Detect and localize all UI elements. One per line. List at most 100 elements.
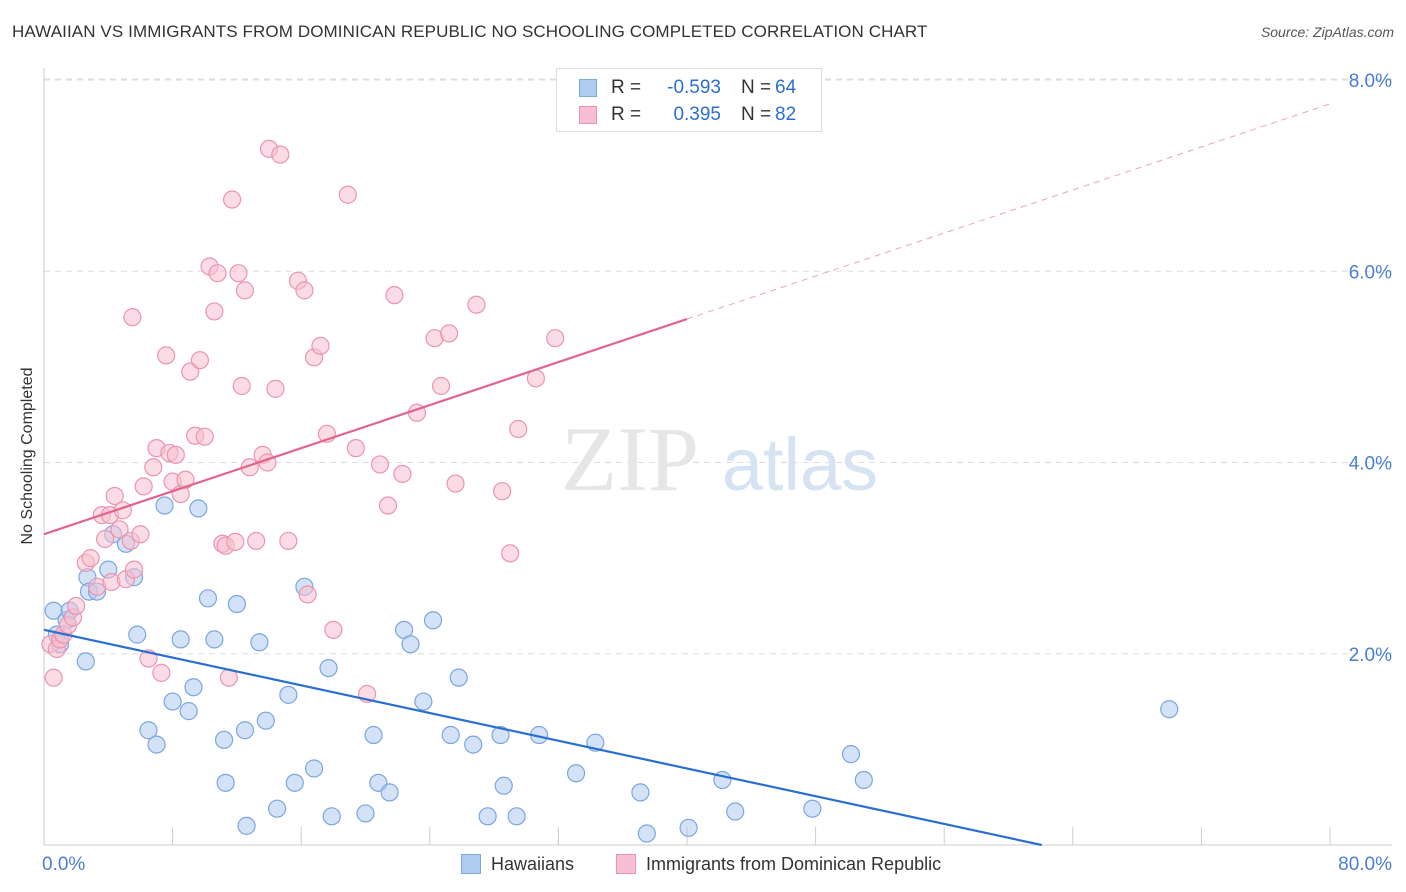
dominican-point-65 [370, 455, 390, 474]
dominican-point-59 [311, 336, 330, 355]
y-tick-label-2: 6.0% [1349, 262, 1392, 283]
dominican-point-49 [247, 531, 266, 551]
hawaiians-point-25 [216, 773, 235, 792]
legend-swatch-dominican [616, 854, 636, 874]
hawaiians-point-37 [322, 807, 341, 826]
hawaiians-point-50 [491, 725, 510, 745]
hawaiians-point-12 [128, 625, 147, 644]
dominican-point-53 [271, 145, 290, 164]
dominican-point-72 [439, 324, 459, 343]
hawaiians-point-41 [380, 783, 399, 802]
hawaiians-point-28 [237, 816, 256, 835]
dominican-point-45 [229, 264, 248, 283]
x-tick-label-0: 0.0% [42, 854, 85, 875]
hawaiians-point-18 [171, 630, 190, 649]
hawaiians-point-43 [401, 635, 420, 654]
hawaiians-point-45 [423, 611, 443, 630]
hawaiians-point-58 [679, 818, 698, 837]
hawaiians-point-36 [319, 658, 338, 678]
dominican-point-1 [44, 668, 63, 687]
y-tick-label-0: 2.0% [1349, 645, 1392, 666]
dominican-point-52 [266, 379, 285, 398]
dominican-trend-line [43, 318, 688, 536]
trend-lines [43, 103, 1331, 847]
dominican-point-73 [446, 474, 465, 493]
legend-swatch-blue [579, 79, 597, 97]
dominican-point-74 [467, 295, 486, 314]
dominican-point-26 [152, 663, 171, 682]
legend-label-hawaiians: Hawaiians [491, 853, 575, 874]
hawaiians-point-23 [205, 630, 224, 649]
dominican-point-9 [81, 549, 100, 568]
hawaiians-point-61 [803, 799, 822, 818]
hawaiians-point-52 [507, 807, 526, 826]
dominican-point-22 [134, 477, 153, 496]
legend-swatch-pink [579, 106, 597, 124]
dominican-point-21 [131, 525, 150, 544]
hawaiians-point-63 [854, 770, 873, 790]
legend-row-hawaiians: R = -0.593 N = 64 [579, 75, 796, 101]
dominican-point-44 [226, 532, 245, 551]
n-label: N = [741, 77, 772, 98]
dominican-point-12 [95, 529, 115, 549]
hawaiians-point-62 [841, 745, 861, 764]
dominican-point-38 [205, 302, 224, 321]
dominican-point-80 [123, 308, 142, 327]
watermark-zip: ZIP [561, 408, 699, 510]
bottom-legend: Hawaiians Immigrants from Dominican Repu… [0, 850, 1406, 880]
dominican-point-66 [378, 496, 398, 515]
dominican-point-62 [338, 185, 357, 204]
dominican-point-7 [67, 596, 86, 616]
r-label: R = [611, 104, 642, 125]
dominican-point-63 [346, 439, 365, 458]
dominican-point-15 [105, 486, 124, 506]
y-tick-label-1: 4.0% [1349, 454, 1392, 475]
r-value-hawaiians: -0.593 [667, 77, 721, 98]
dominican-point-76 [501, 544, 520, 563]
dominican-point-71 [431, 376, 451, 396]
hawaiians-point-51 [494, 776, 513, 795]
hawaiians-point-48 [464, 735, 483, 754]
y-tick-label-3: 8.0% [1349, 71, 1392, 92]
dominican-point-56 [295, 281, 314, 300]
hawaiians-point-19 [179, 702, 198, 721]
hawaiians-point-29 [250, 633, 269, 652]
axes [43, 68, 1392, 846]
hawaiians-point-49 [478, 807, 497, 826]
hawaiians-trend-line [43, 628, 1042, 847]
dominican-point-32 [176, 470, 195, 489]
hawaiians-point-44 [414, 692, 433, 711]
n-label: N = [741, 104, 772, 125]
hawaiians-point-27 [235, 721, 255, 740]
dominican-point-35 [190, 351, 210, 370]
hawaiians-point-33 [285, 773, 304, 792]
dominican-point-68 [393, 464, 412, 484]
hawaiians-point-32 [279, 685, 298, 704]
hawaiians-point-39 [364, 725, 383, 745]
hawaiians-point-14 [139, 721, 158, 740]
hawaiians-point-24 [214, 730, 234, 749]
watermark: ZIP atlas [561, 408, 878, 510]
hawaiians-point-15 [147, 735, 166, 754]
dominican-trend-extension [686, 103, 1331, 320]
legend-item-hawaiians: Hawaiians [461, 850, 574, 878]
hawaiians-point-20 [184, 678, 203, 697]
n-value-dominican: 82 [775, 104, 797, 125]
hawaiians-point-60 [726, 802, 745, 821]
dominican-point-75 [493, 482, 512, 501]
hawaiians-point-47 [449, 668, 468, 687]
dominican-point-77 [509, 419, 528, 439]
hawaiians-point-31 [267, 799, 287, 818]
hawaiians-point-21 [189, 499, 208, 518]
legend-label-dominican: Immigrants from Dominican Republic [646, 853, 942, 874]
dominican-point-47 [235, 281, 255, 300]
dominican-point-61 [324, 620, 343, 639]
source-label: Source: ZipAtlas.com [1260, 24, 1394, 40]
dominican-points [41, 139, 565, 704]
dominican-point-20 [124, 560, 144, 579]
gridlines [44, 78, 1392, 655]
hawaiians-point-30 [256, 711, 275, 730]
hawaiians-point-35 [304, 759, 324, 778]
hawaiians-point-57 [637, 824, 656, 843]
